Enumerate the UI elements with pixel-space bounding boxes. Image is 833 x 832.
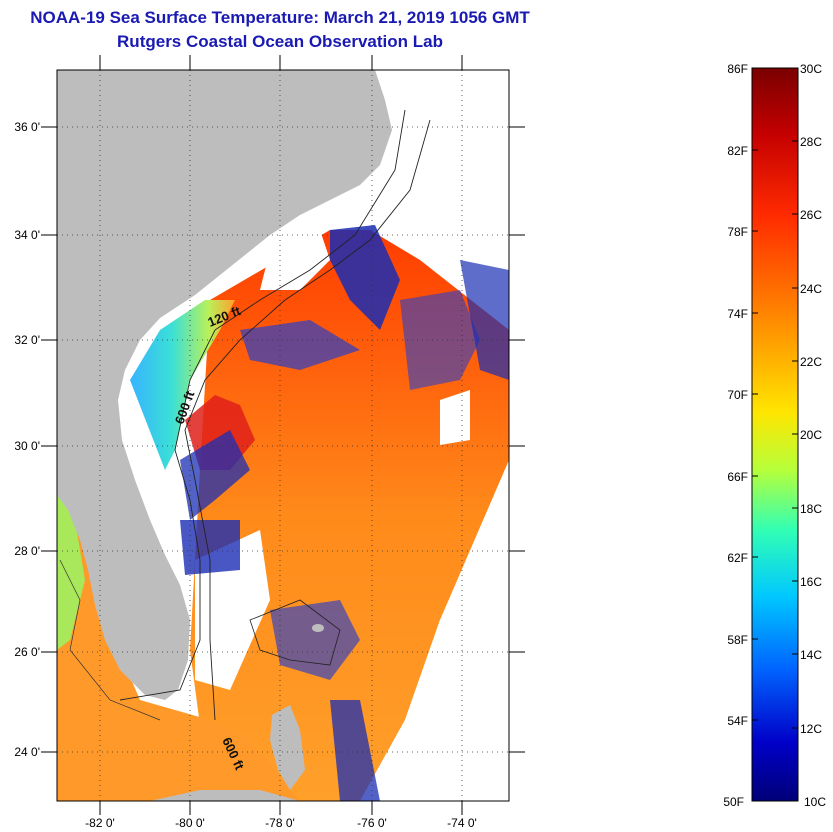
- map-ticks: [41, 55, 525, 815]
- colorbar-fahrenheit-ticks: [752, 149, 758, 721]
- cold-patch: [180, 520, 240, 575]
- lat-label: 24 0': [14, 745, 40, 759]
- cloud-mask: [360, 70, 509, 270]
- gulf-cool-water: [57, 490, 85, 650]
- cloud-mask: [260, 230, 330, 290]
- celsius-label: 22C: [800, 355, 822, 369]
- fahrenheit-label: 70F: [727, 388, 748, 402]
- cold-patch: [460, 260, 509, 380]
- lat-label: 28 0': [14, 544, 40, 558]
- lat-label: 32 0': [14, 333, 40, 347]
- lon-label: -82 0': [85, 816, 115, 830]
- cloud-mask: [360, 470, 509, 801]
- fahrenheit-label: 74F: [727, 307, 748, 321]
- bathymetry-contour-gulf: [59, 559, 161, 721]
- celsius-label: 30C: [800, 62, 822, 76]
- land-cuba: [150, 790, 300, 801]
- fahrenheit-label: 58F: [727, 633, 748, 647]
- colorbar: [751, 67, 799, 802]
- longitude-labels: -82 0' -80 0' -78 0' -76 0' -74 0': [85, 816, 477, 830]
- map-gridlines: [57, 70, 509, 801]
- land-bahamas-island: [148, 599, 162, 609]
- celsius-label: 16C: [800, 575, 822, 589]
- cloud-mask: [440, 390, 470, 445]
- colorbar-celsius-ticks: [792, 140, 798, 729]
- cold-patch: [330, 225, 400, 330]
- cold-patch: [400, 290, 480, 390]
- bathymetry-contour-bahamas: [249, 599, 341, 666]
- latitude-labels: 36 0' 34 0' 32 0' 30 0' 28 0' 26 0' 24 0…: [14, 120, 40, 759]
- fahrenheit-label: 82F: [727, 144, 748, 158]
- lon-label: -76 0': [357, 816, 387, 830]
- lon-label: -78 0': [265, 816, 295, 830]
- lat-label: 34 0': [14, 228, 40, 242]
- cold-patch: [330, 700, 380, 801]
- fahrenheit-label: 54F: [727, 714, 748, 728]
- land-us-southeast: [57, 70, 392, 700]
- celsius-label: 12C: [800, 722, 822, 736]
- fahrenheit-label: 78F: [727, 225, 748, 239]
- celsius-label: 24C: [800, 282, 822, 296]
- fahrenheit-label: 62F: [727, 551, 748, 565]
- fahrenheit-label: 50F: [723, 795, 744, 809]
- celsius-label: 10C: [804, 795, 826, 809]
- fahrenheit-label: 86F: [727, 62, 748, 76]
- cold-patch: [180, 430, 250, 520]
- land-bahamas-island: [312, 624, 324, 632]
- map-frame: [56, 69, 510, 802]
- celsius-label: 28C: [800, 135, 822, 149]
- lat-label: 30 0': [14, 439, 40, 453]
- lat-label: 26 0': [14, 645, 40, 659]
- land-andros-island: [270, 705, 305, 790]
- celsius-label: 26C: [800, 208, 822, 222]
- gulf-warm-water: [57, 490, 300, 801]
- page-title: NOAA-19 Sea Surface Temperature: March 2…: [30, 8, 530, 27]
- fahrenheit-label: 66F: [727, 470, 748, 484]
- lat-label: 36 0': [14, 120, 40, 134]
- celsius-label: 18C: [800, 502, 822, 516]
- page-subtitle: Rutgers Coastal Ocean Observation Lab: [117, 32, 443, 51]
- colorbar-celsius-labels: 30C 28C 26C 24C 22C 20C 18C 16C 14C 12C …: [800, 62, 826, 809]
- celsius-label: 20C: [800, 428, 822, 442]
- bathymetry-contour-600ft: [184, 119, 431, 721]
- map-panel: 120 ft 600 ft 600 ft: [57, 70, 509, 801]
- lon-label: -80 0': [175, 816, 205, 830]
- cold-patch: [240, 320, 360, 370]
- lon-label: -74 0': [447, 816, 477, 830]
- celsius-label: 14C: [800, 648, 822, 662]
- colorbar-fahrenheit-labels: 86F 82F 78F 74F 70F 66F 62F 58F 54F 50F: [723, 62, 748, 809]
